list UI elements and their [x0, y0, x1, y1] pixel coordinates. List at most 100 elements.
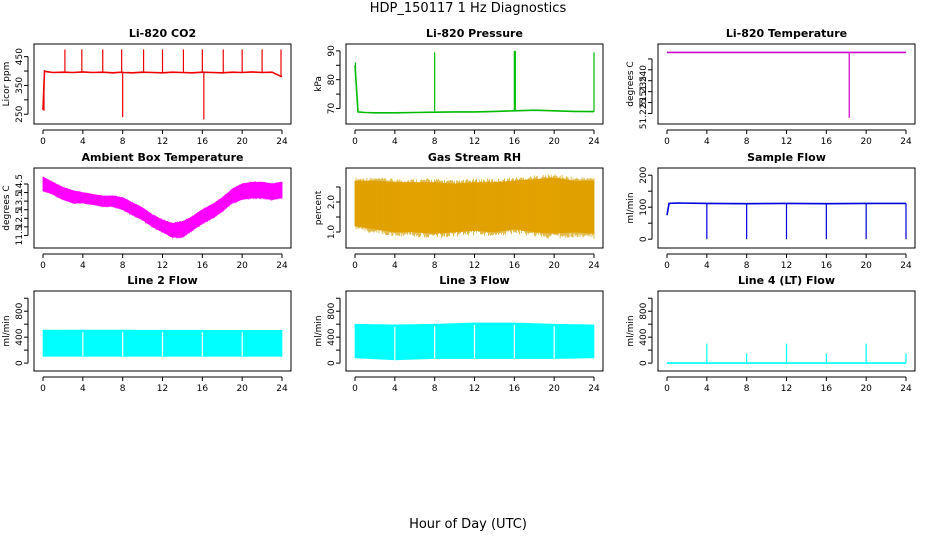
x-tick-label: 20	[548, 384, 560, 394]
x-tick-label: 8	[120, 261, 126, 271]
y-tick-label: 90	[327, 45, 337, 57]
y-tick-label: 250	[15, 105, 25, 122]
x-tick-label: 20	[860, 384, 872, 394]
x-tick-label: 16	[821, 137, 833, 147]
series-4	[42, 176, 283, 239]
x-tick-label: 20	[236, 261, 248, 271]
x-tick-label: 4	[392, 384, 398, 394]
plot-frame	[33, 290, 292, 372]
x-tick-label: 4	[392, 261, 398, 271]
x-tick-label: 20	[236, 137, 248, 147]
y-tick-label: 0	[639, 236, 649, 242]
y-axis-label: percent	[314, 190, 324, 225]
y-tick-label: 800	[15, 302, 25, 319]
chart-title: Li-820 Temperature	[726, 27, 847, 40]
x-tick-label: 16	[821, 261, 833, 271]
chart-title: Li-820 CO2	[129, 27, 196, 40]
x-tick-label: 12	[157, 137, 168, 147]
y-tick-label: 0	[15, 360, 25, 366]
x-tick-label: 24	[900, 261, 912, 271]
x-tick-label: 16	[509, 137, 521, 147]
x-tick-label: 8	[744, 261, 750, 271]
x-tick-label: 8	[744, 384, 750, 394]
series-3	[667, 51, 906, 118]
x-tick-label: 4	[704, 384, 710, 394]
x-tick-label: 20	[548, 137, 560, 147]
y-axis-label: kPa	[314, 76, 324, 92]
y-axis: 70 80 90	[327, 45, 341, 114]
chart-panel-4: Ambient Box Temperature 0 4 8 12 16 20 24 11.512…	[2, 151, 292, 271]
y-tick-label: 400	[15, 328, 25, 345]
chart-title: Li-820 Pressure	[426, 27, 523, 40]
y-tick-label: 2.0	[327, 195, 337, 210]
x-axis: 0 4 8 12 16 20 24	[664, 376, 912, 394]
x-tick-label: 12	[469, 261, 480, 271]
y-axis-label: ml/min	[314, 315, 324, 346]
y-tick-label: 11.5	[15, 225, 25, 245]
x-tick-label: 12	[781, 137, 792, 147]
y-axis: 0 400 800	[15, 297, 29, 366]
y-tick-label: 70	[327, 102, 337, 114]
y-axis-label: ml/min	[2, 315, 12, 346]
chart-title: Line 2 Flow	[127, 274, 197, 287]
y-tick-label: 51.240	[639, 65, 649, 97]
y-tick-label: 800	[327, 302, 337, 319]
x-axis: 0 4 8 12 16 20 24	[664, 129, 912, 147]
x-axis: 0 4 8 12 16 20 24	[352, 129, 600, 147]
x-tick-label: 0	[664, 261, 670, 271]
x-tick-label: 0	[352, 384, 358, 394]
x-tick-label: 16	[197, 384, 209, 394]
y-tick-label: 51.225	[639, 98, 649, 130]
data-line	[42, 69, 283, 110]
series-2	[354, 50, 595, 114]
chart-title: Gas Stream RH	[428, 151, 521, 164]
chart-title: Line 4 (LT) Flow	[738, 274, 835, 287]
y-axis: 11.512.513.514.5	[15, 174, 29, 245]
y-axis-label: degrees C	[626, 61, 636, 106]
plot-frame	[657, 290, 916, 372]
y-axis-label: ml/min	[626, 192, 636, 223]
x-tick-label: 8	[432, 137, 438, 147]
y-axis: 0 100 200	[639, 166, 653, 242]
x-axis: 0 4 8 12 16 20 24	[40, 253, 288, 271]
x-tick-label: 0	[40, 261, 46, 271]
y-tick-label: 14.5	[15, 174, 25, 194]
x-axis-label: Hour of Day (UTC)	[409, 517, 527, 532]
x-tick-label: 4	[704, 137, 710, 147]
chart-title: Ambient Box Temperature	[82, 151, 244, 164]
x-tick-label: 12	[157, 384, 168, 394]
y-tick-label: 200	[639, 166, 649, 183]
y-tick-label: 800	[639, 302, 649, 319]
y-tick-label: 400	[639, 328, 649, 345]
y-axis-label: ml/min	[626, 315, 636, 346]
x-axis: 0 4 8 12 16 20 24	[40, 376, 288, 394]
y-axis-label: degrees C	[2, 185, 12, 230]
y-tick-label: 0	[327, 360, 337, 366]
x-tick-label: 4	[80, 384, 86, 394]
chart-panel-2: Li-820 Pressure 0 4 8 12 16 20 24 70 80 90 kPa	[314, 27, 604, 147]
x-tick-label: 16	[197, 137, 209, 147]
x-axis: 0 4 8 12 16 20 24	[40, 129, 288, 147]
x-tick-label: 24	[276, 384, 288, 394]
plot-frame	[33, 167, 292, 249]
plot-frame	[657, 167, 916, 249]
x-tick-label: 8	[120, 384, 126, 394]
x-tick-label: 20	[860, 137, 872, 147]
x-tick-label: 0	[664, 137, 670, 147]
plot-frame	[345, 167, 604, 249]
y-tick-label: 450	[15, 48, 25, 65]
x-axis: 0 4 8 12 16 20 24	[352, 253, 600, 271]
x-tick-label: 0	[40, 384, 46, 394]
x-tick-label: 20	[236, 384, 248, 394]
x-tick-label: 12	[781, 261, 792, 271]
x-tick-label: 8	[744, 137, 750, 147]
x-axis: 0 4 8 12 16 20 24	[664, 253, 912, 271]
plot-frame	[345, 43, 604, 125]
chart-title: Sample Flow	[747, 151, 826, 164]
